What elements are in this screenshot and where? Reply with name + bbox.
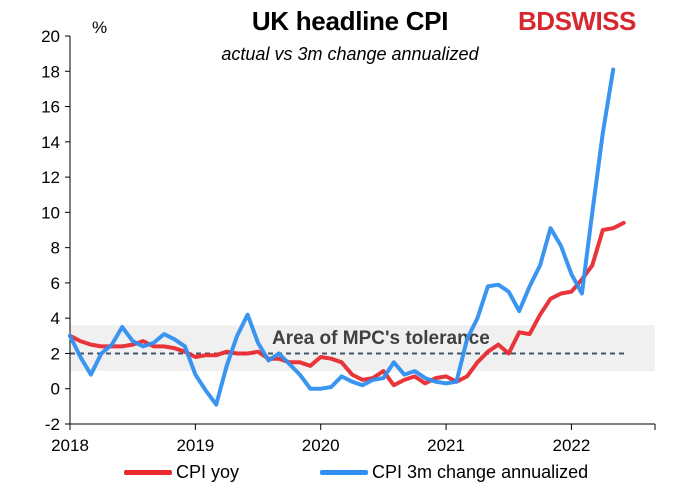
legend: CPI yoy CPI 3m change annualized — [0, 462, 700, 486]
series-line-cpi-3m — [68, 67, 616, 407]
series-line-cpi-yoy — [68, 220, 626, 388]
y-tick-label: 6 — [51, 274, 60, 293]
y-tick-label: 10 — [41, 203, 60, 222]
logo-part-swiss: SWISS — [554, 6, 637, 36]
x-tick-label: 2018 — [51, 436, 89, 455]
y-tick-label: 2 — [51, 344, 60, 363]
y-tick-label: 0 — [51, 380, 60, 399]
logo-part-bd: BD — [518, 6, 555, 36]
legend-item-cpi-yoy: CPI yoy — [124, 462, 239, 483]
y-tick-label: 16 — [41, 98, 60, 117]
chart-subtitle: actual vs 3m change annualized — [221, 44, 479, 64]
legend-label-cpi-3m: CPI 3m change annualized — [372, 462, 589, 482]
x-tick-label: 2022 — [553, 436, 591, 455]
chart-title: UK headline CPI — [251, 6, 449, 36]
y-axis-unit: % — [92, 18, 108, 37]
y-tick-label: 18 — [41, 62, 60, 81]
band-label: Area of MPC's tolerance — [272, 328, 490, 349]
y-tick-label: -2 — [45, 415, 60, 434]
y-tick-label: 12 — [41, 168, 60, 187]
y-tick-label: 14 — [41, 133, 60, 152]
x-tick-label: 2019 — [176, 436, 214, 455]
legend-label-cpi-yoy: CPI yoy — [176, 462, 240, 482]
x-tick-label: 2020 — [302, 436, 340, 455]
y-tick-label: 8 — [51, 239, 60, 258]
legend-swatch-cpi-3m — [320, 470, 368, 475]
legend-item-cpi-3m: CPI 3m change annualized — [320, 462, 588, 483]
legend-swatch-cpi-yoy — [124, 470, 172, 475]
y-tick-label: 4 — [51, 309, 60, 328]
y-tick-label: 20 — [41, 27, 60, 46]
brand-logo: BDSWISS — [518, 6, 636, 37]
x-tick-label: 2021 — [427, 436, 465, 455]
